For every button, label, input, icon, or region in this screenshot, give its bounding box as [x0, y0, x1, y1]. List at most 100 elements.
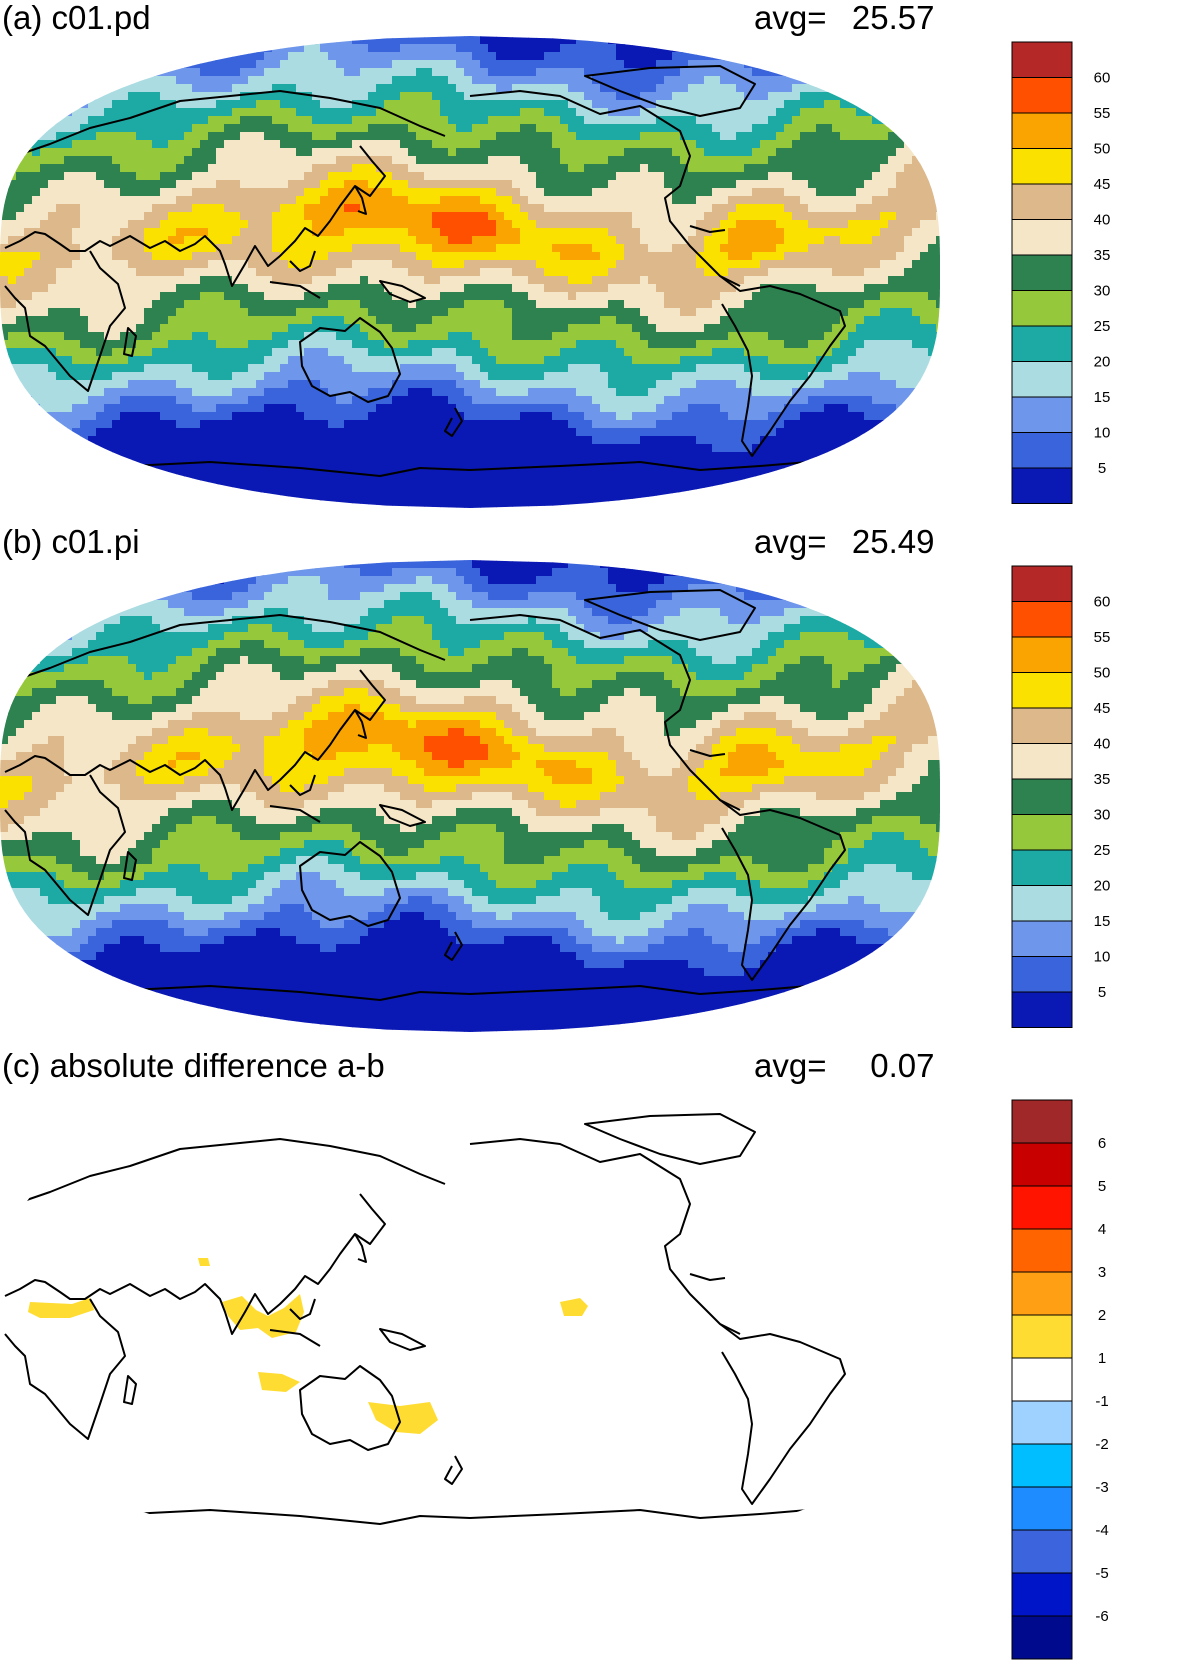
field-cell	[232, 164, 241, 173]
field-cell	[720, 356, 729, 365]
field-cell	[208, 156, 217, 165]
field-cell	[184, 356, 193, 365]
field-cell	[576, 196, 585, 205]
field-cell	[768, 132, 777, 141]
field-cell	[128, 372, 137, 381]
field-cell	[152, 308, 161, 317]
field-cell	[688, 276, 697, 285]
field-cell	[752, 116, 761, 125]
field-cell	[168, 308, 177, 317]
field-cell	[368, 76, 377, 85]
field-cell	[632, 132, 641, 141]
field-cell	[760, 84, 769, 93]
field-cell	[784, 340, 793, 349]
field-cell	[136, 148, 145, 157]
field-cell	[80, 124, 89, 133]
field-cell	[936, 292, 940, 301]
field-cell	[400, 148, 409, 157]
field-cell	[800, 244, 809, 253]
field-cell	[448, 308, 457, 317]
field-cell	[16, 372, 25, 381]
field-cell	[880, 36, 889, 45]
field-cell	[480, 252, 489, 261]
field-cell	[152, 316, 161, 325]
field-cell	[896, 60, 905, 69]
field-cell	[752, 292, 761, 301]
field-cell	[72, 276, 81, 285]
field-cell	[448, 212, 457, 221]
field-cell	[816, 260, 825, 269]
field-cell	[664, 148, 673, 157]
field-cell	[248, 220, 257, 229]
field-cell	[8, 332, 17, 341]
field-cell	[504, 356, 513, 365]
field-cell	[264, 84, 273, 93]
field-cell	[816, 228, 825, 237]
field-cell	[200, 212, 209, 221]
field-cell	[480, 148, 489, 157]
field-cell	[360, 276, 369, 285]
field-cell	[936, 44, 940, 53]
field-cell	[0, 244, 9, 253]
field-cell	[184, 124, 193, 133]
field-cell	[704, 172, 713, 181]
field-cell	[720, 60, 729, 69]
field-cell	[336, 228, 345, 237]
field-cell	[96, 260, 105, 269]
field-cell	[24, 300, 33, 309]
field-cell	[480, 100, 489, 109]
field-cell	[168, 356, 177, 365]
field-cell	[440, 52, 449, 61]
field-cell	[656, 132, 665, 141]
field-cell	[520, 52, 529, 61]
field-cell	[344, 284, 353, 293]
field-cell	[232, 116, 241, 125]
field-cell	[24, 356, 33, 365]
field-cell	[800, 300, 809, 309]
field-cell	[392, 188, 401, 197]
field-cell	[24, 372, 33, 381]
field-cell	[880, 356, 889, 365]
field-cell	[624, 212, 633, 221]
field-cell	[920, 156, 929, 165]
field-cell	[24, 244, 33, 253]
field-cell	[64, 60, 73, 69]
field-cell	[912, 156, 921, 165]
field-cell	[416, 36, 425, 45]
field-cell	[152, 148, 161, 157]
field-cell	[312, 340, 321, 349]
field-cell	[728, 180, 737, 189]
field-cell	[856, 180, 865, 189]
field-cell	[304, 124, 313, 133]
field-cell	[632, 84, 641, 93]
field-cell	[848, 236, 857, 245]
field-cell	[776, 84, 785, 93]
field-cell	[56, 244, 65, 253]
field-cell	[352, 76, 361, 85]
field-cell	[792, 236, 801, 245]
field-cell	[440, 36, 449, 45]
field-cell	[120, 60, 129, 69]
field-cell	[376, 60, 385, 69]
field-cell	[640, 188, 649, 197]
field-cell	[320, 180, 329, 189]
field-cell	[152, 276, 161, 285]
field-cell	[552, 156, 561, 165]
field-cell	[896, 52, 905, 61]
field-cell	[344, 132, 353, 141]
field-cell	[496, 148, 505, 157]
field-cell	[552, 260, 561, 269]
field-cell	[512, 68, 521, 77]
field-cell	[664, 268, 673, 277]
field-cell	[928, 212, 937, 221]
field-cell	[560, 196, 569, 205]
field-cell	[592, 308, 601, 317]
field-cell	[488, 116, 497, 125]
field-cell	[360, 60, 369, 69]
field-cell	[328, 188, 337, 197]
field-cell	[680, 364, 689, 373]
field-cell	[648, 228, 657, 237]
field-cell	[752, 228, 761, 237]
field-cell	[400, 164, 409, 173]
field-cell	[488, 204, 497, 213]
